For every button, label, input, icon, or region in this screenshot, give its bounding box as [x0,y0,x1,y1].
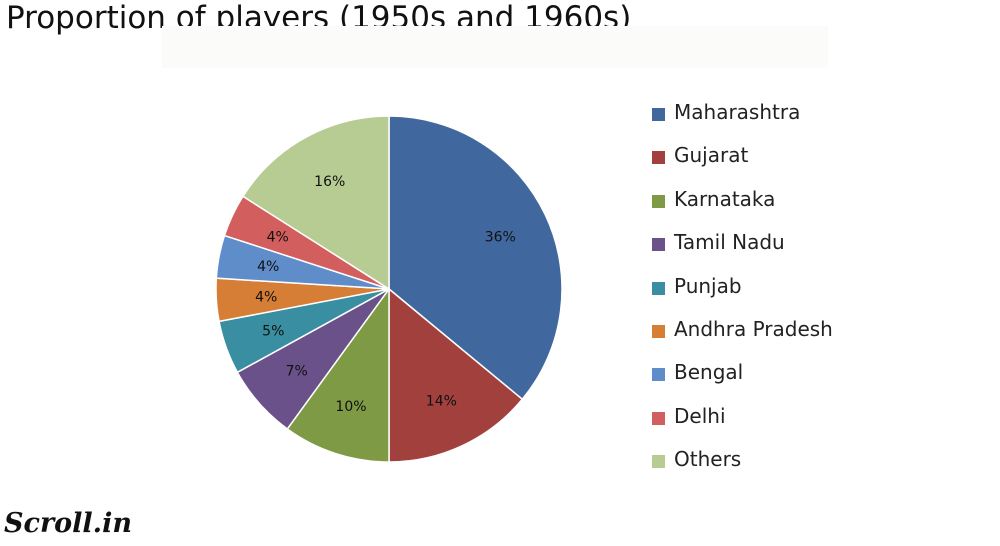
header-band [162,26,828,68]
pie-slice-maharashtra [388,115,563,401]
pie-slice-others [241,115,390,291]
legend-swatch [652,325,665,338]
pie-slice-label-delhi: 4% [267,230,289,246]
legend-swatch [652,455,665,469]
legend-swatch [652,108,665,121]
legend-swatch [652,194,665,208]
pie-slice-label-punjab: 5% [262,324,284,340]
pie-slice-gujarat [388,287,524,463]
legend-label: Andhra Pradesh [674,317,833,341]
pie-slices [215,115,563,463]
legend-swatch [652,281,665,295]
legend-label: Punjab [674,273,742,298]
legend-label: Others [674,447,742,472]
pie-slice-karnataka [286,286,390,463]
legend-swatch [652,151,665,165]
legend-label: Delhi [674,403,726,428]
pie-slice-label-karnataka: 10% [335,399,366,415]
legend-swatch [652,411,665,425]
pie-slice-label-bengal: 4% [257,259,279,275]
pie-slice-label-maharashtra: 36% [485,230,516,246]
legend-swatch [652,368,665,382]
legend-swatch [652,238,665,252]
legend-label: Bengal [674,360,744,385]
legend-label: Gujarat [674,143,749,168]
pie-slice-label-tamil-nadu: 7% [286,363,308,379]
legend-label: Tamil Nadu [674,230,785,255]
legend-label: Maharashtra [674,100,801,124]
pie-slice-label-gujarat: 14% [426,393,457,409]
pie-slice-labels: 36% 14% 10% 7% 5% 4% 4% 4% 16% [255,174,516,415]
pie-slice-label-andhra-pradesh: 4% [255,290,277,306]
pie-slice-label-others: 16% [314,174,345,190]
legend-label: Karnataka [674,186,776,211]
scroll-logo: Scroll.in [4,508,132,539]
